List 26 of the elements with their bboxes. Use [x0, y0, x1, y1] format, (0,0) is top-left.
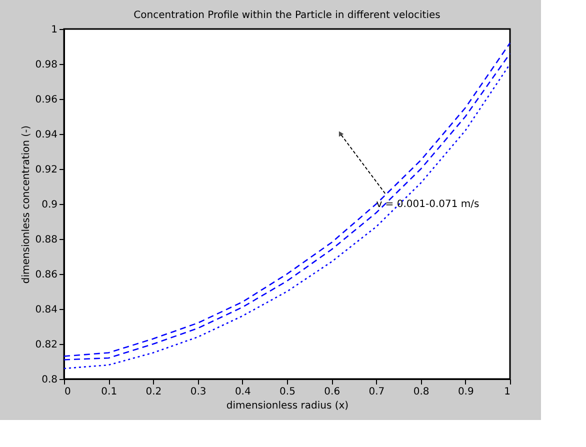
y-tick-label: 0.98 [35, 60, 58, 70]
y-tick-label: 0.86 [35, 270, 58, 280]
x-tick-label: 0.3 [190, 386, 206, 398]
y-tick-label: 0.92 [35, 164, 58, 176]
x-tick-label: 0.2 [146, 386, 162, 398]
x-tick-label: 0.9 [458, 386, 474, 398]
x-tick-label: 0.5 [280, 386, 296, 398]
x-tick-label: 0.7 [368, 386, 385, 398]
x-tick-label: 0.4 [234, 386, 251, 398]
x-tick-label: 0.1 [101, 386, 118, 398]
y-tick-label: 0.88 [35, 234, 58, 246]
y-tick-label: 0.9 [42, 200, 58, 210]
x-tick-label: 0 [64, 386, 71, 398]
annotation: v = 0.001-0.071 m/s [376, 199, 480, 210]
x-tick-label: 1 [504, 386, 510, 398]
y-tick-label: 0.82 [35, 340, 58, 350]
y-tick-label: 0.84 [35, 304, 58, 316]
x-tick-label: 0.8 [413, 386, 430, 398]
chart-title: Concentration Profile within the Particle in different velocities [134, 10, 440, 21]
x-tick-label: 0.6 [324, 386, 340, 398]
y-axis-title: dimensionless concentration (-) [21, 125, 32, 284]
y-tick-label: 0.94 [35, 130, 58, 140]
y-tick-label: 0.8 [42, 374, 58, 386]
x-axis-title: dimensionless radius (x) [226, 400, 349, 412]
y-tick-label: 0.96 [35, 94, 58, 106]
y-tick-label: 1 [51, 24, 58, 36]
